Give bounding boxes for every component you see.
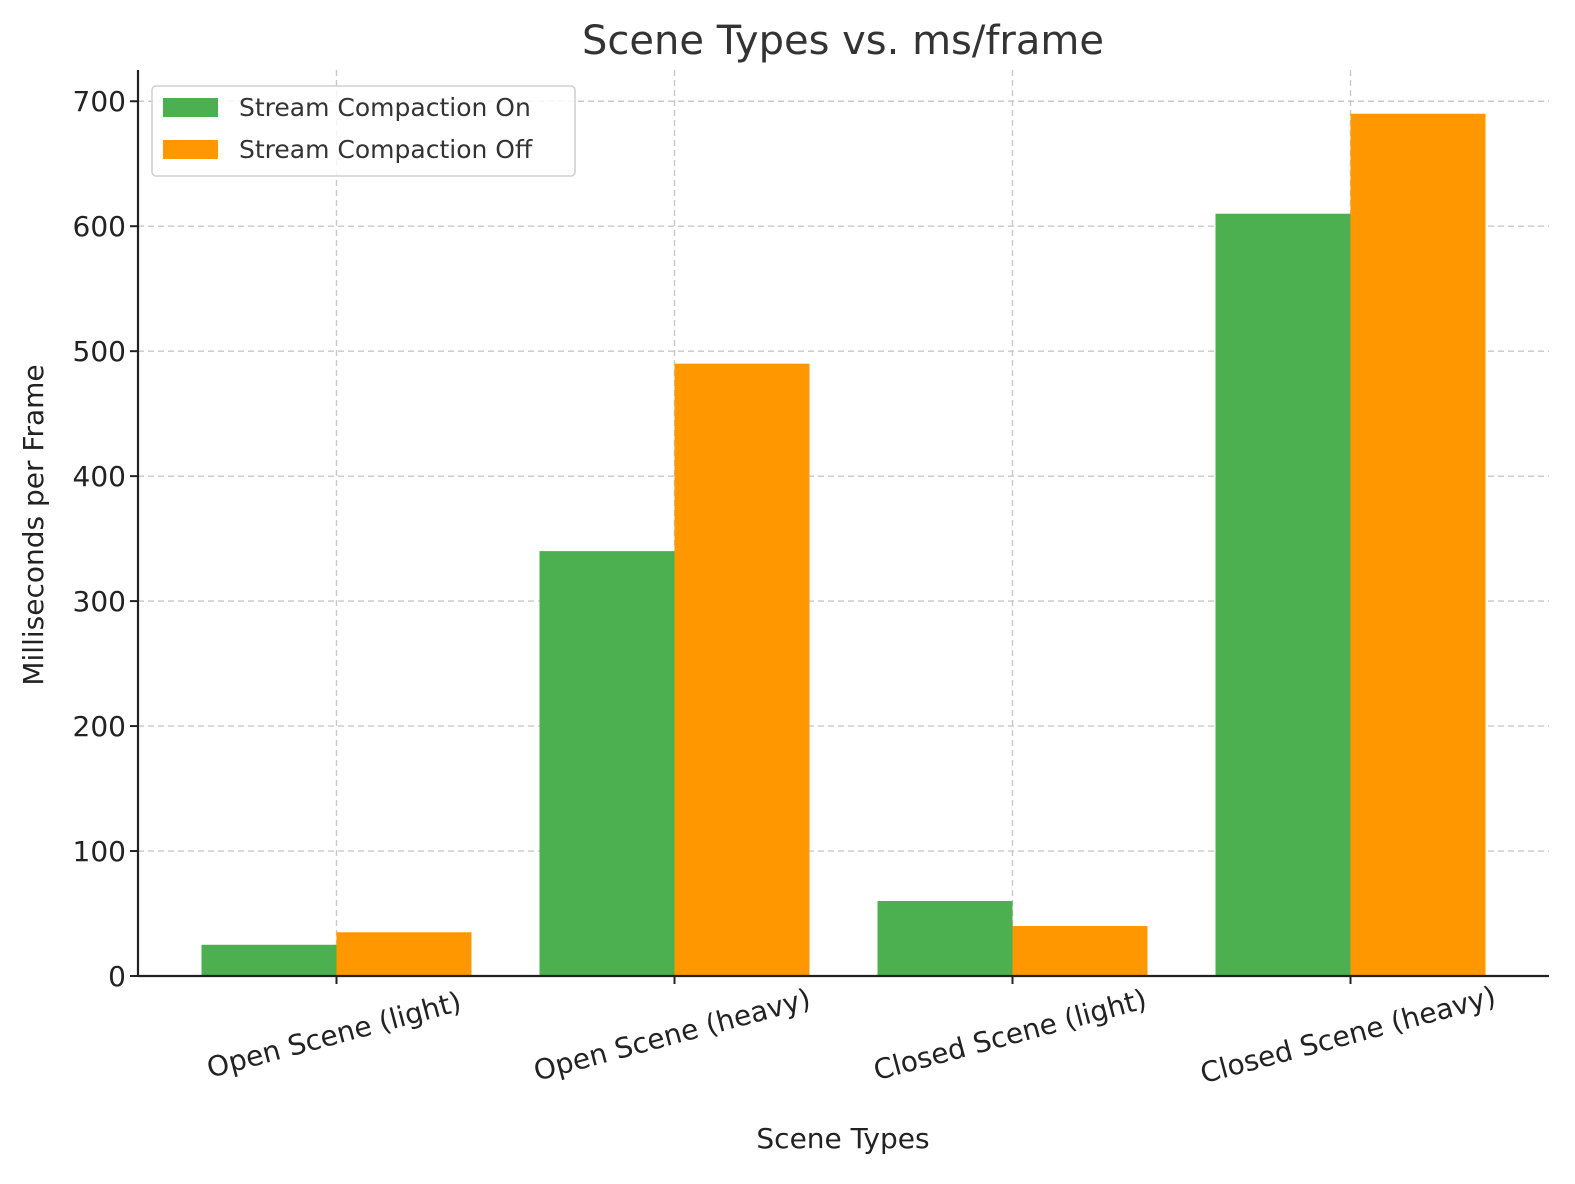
y-tick-label: 700 [73,85,126,118]
y-tick-label: 600 [73,210,126,243]
bar [1350,113,1486,977]
y-axis-label: Milliseconds per Frame [17,364,50,685]
bars [201,113,1486,977]
legend-label-off: Stream Compaction Off [239,135,533,164]
legend-label-on: Stream Compaction On [239,93,531,122]
legend-frame [151,85,576,177]
bar [1012,926,1148,976]
axes [136,70,1549,978]
x-tick-label: Open Scene (light) [203,985,464,1085]
bar [336,932,472,976]
bar [1215,213,1351,977]
x-tick-label: Closed Scene (light) [870,983,1150,1088]
chart-title: Scene Types vs. ms/frame [582,18,1104,64]
legend-swatch-on [163,98,218,117]
y-tick-label: 500 [73,335,126,368]
x-tick-label: Open Scene (heavy) [530,982,814,1088]
y-tick-label: 300 [73,585,126,618]
y-tick-label: 100 [73,835,126,868]
bar [539,551,675,976]
y-tick-label: 0 [108,960,126,993]
x-tick-label: Closed Scene (heavy) [1197,980,1500,1091]
legend: Stream Compaction On Stream Compaction O… [151,85,576,177]
y-tick-label: 200 [73,710,126,743]
bar [674,363,810,977]
y-tick-label: 400 [73,460,126,493]
legend-swatch-off [163,140,218,159]
x-axis-label: Scene Types [756,1122,929,1155]
bar [877,901,1013,976]
bar [201,944,337,976]
